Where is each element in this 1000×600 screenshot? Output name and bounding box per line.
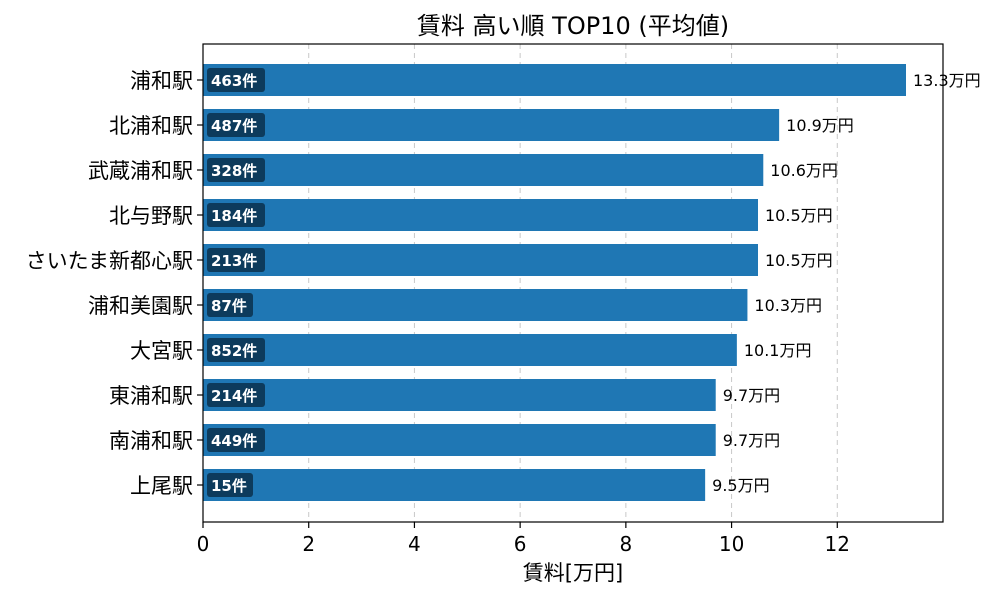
y-tick-label: 上尾駅 bbox=[130, 474, 193, 498]
bar bbox=[203, 109, 780, 141]
count-label: 487件 bbox=[211, 117, 257, 135]
count-badge bbox=[207, 383, 265, 407]
count-badge bbox=[207, 203, 265, 227]
count-badge bbox=[207, 68, 265, 92]
y-tick-label: 大宮駅 bbox=[130, 339, 193, 363]
bar bbox=[203, 334, 737, 366]
value-label: 9.5万円 bbox=[712, 476, 769, 495]
count-badge bbox=[207, 113, 265, 137]
count-badge bbox=[207, 473, 253, 497]
count-badge bbox=[207, 338, 265, 362]
value-label: 10.3万円 bbox=[754, 296, 822, 315]
y-tick-label: 武蔵浦和駅 bbox=[88, 159, 193, 183]
bar bbox=[203, 289, 748, 321]
count-label: 328件 bbox=[211, 162, 257, 180]
value-label: 9.7万円 bbox=[723, 431, 780, 450]
y-tick-label: 北与野駅 bbox=[109, 204, 193, 228]
bar bbox=[203, 379, 716, 411]
count-badge bbox=[207, 428, 265, 452]
value-label: 10.5万円 bbox=[765, 251, 833, 270]
value-label: 10.5万円 bbox=[765, 206, 833, 225]
x-tick-label: 8 bbox=[619, 532, 632, 556]
count-badge bbox=[207, 248, 265, 272]
value-label: 10.1万円 bbox=[744, 341, 812, 360]
count-label: 449件 bbox=[211, 432, 257, 450]
value-label: 13.3万円 bbox=[913, 71, 981, 90]
bar bbox=[203, 244, 758, 276]
bar bbox=[203, 469, 706, 501]
count-label: 213件 bbox=[211, 252, 257, 270]
y-tick-label: 南浦和駅 bbox=[109, 429, 193, 453]
bar bbox=[203, 199, 758, 231]
x-axis-label: 賃料[万円] bbox=[523, 561, 623, 585]
value-label: 9.7万円 bbox=[723, 386, 780, 405]
x-tick-label: 12 bbox=[825, 532, 850, 556]
count-label: 214件 bbox=[211, 387, 257, 405]
plot-frame bbox=[202, 43, 944, 523]
value-label: 10.9万円 bbox=[786, 116, 854, 135]
y-tick-label: さいたま新都心駅 bbox=[26, 249, 193, 273]
y-tick-label: 浦和駅 bbox=[130, 69, 193, 93]
bars: 463件 13.3万円 487件 10.9万円 328件 10.6万円 184件 10.5万円… bbox=[203, 64, 981, 501]
count-badge bbox=[207, 293, 253, 317]
x-tick-label: 2 bbox=[302, 532, 315, 556]
y-tick-label: 北浦和駅 bbox=[109, 114, 193, 138]
count-badge bbox=[207, 158, 265, 182]
count-label: 15件 bbox=[211, 477, 247, 495]
bar bbox=[203, 154, 764, 186]
x-axis-ticks: 0 2 4 6 8 10 12 bbox=[197, 522, 850, 556]
x-tick-label: 0 bbox=[197, 532, 210, 556]
count-label: 852件 bbox=[211, 342, 257, 360]
chart-title: 賃料 高い順 TOP10 (平均値) bbox=[417, 12, 729, 40]
bar bbox=[203, 64, 906, 96]
value-label: 10.6万円 bbox=[770, 161, 838, 180]
y-tick-label: 東浦和駅 bbox=[109, 384, 193, 408]
y-tick-label: 浦和美園駅 bbox=[88, 294, 193, 318]
bar bbox=[203, 424, 716, 456]
count-label: 184件 bbox=[211, 207, 257, 225]
count-label: 87件 bbox=[211, 297, 247, 315]
y-axis-ticks: 浦和駅北浦和駅武蔵浦和駅北与野駅さいたま新都心駅浦和美園駅大宮駅東浦和駅南浦和駅… bbox=[26, 69, 203, 498]
x-tick-label: 6 bbox=[514, 532, 527, 556]
count-label: 463件 bbox=[211, 72, 257, 90]
x-tick-label: 4 bbox=[408, 532, 421, 556]
x-tick-label: 10 bbox=[719, 532, 744, 556]
